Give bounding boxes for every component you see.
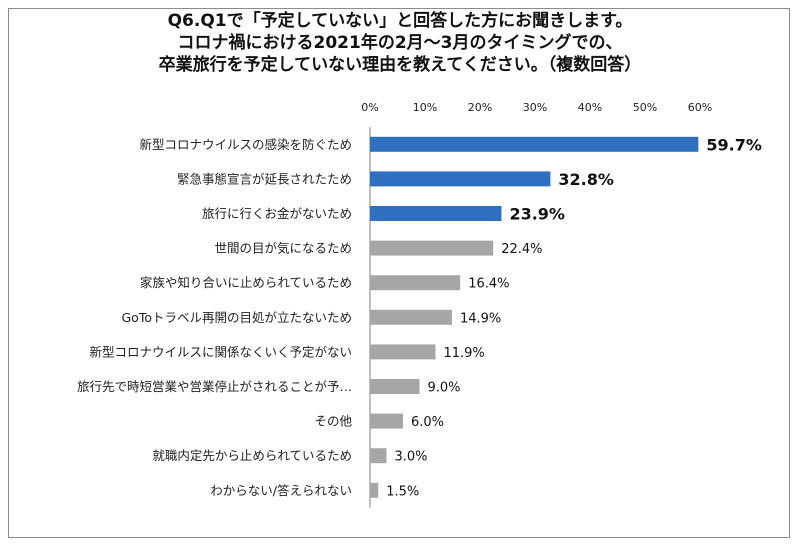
x-tick-label: 10% xyxy=(413,101,437,114)
category-label: その他 xyxy=(314,414,352,429)
chart-title: Q6.Q1で「予定していない」と回答した方にお聞きします。 コロナ禍における20… xyxy=(0,10,800,76)
x-tick-label: 0% xyxy=(361,101,378,114)
data-label: 14.9% xyxy=(460,311,501,326)
data-label: 6.0% xyxy=(411,415,444,430)
data-label: 22.4% xyxy=(501,242,542,257)
title-line-2: コロナ禍における2021年の2月～3月のタイミングでの、 xyxy=(177,33,623,53)
data-label: 1.5% xyxy=(386,484,419,499)
bar xyxy=(370,240,494,256)
category-label: 世間の目が気になるため xyxy=(214,241,352,256)
data-label: 9.0% xyxy=(428,381,461,396)
data-label: 3.0% xyxy=(395,450,428,465)
bar xyxy=(370,275,461,291)
category-label: 旅行に行くお金がないため xyxy=(202,206,352,221)
x-tick-label: 40% xyxy=(578,101,602,114)
x-tick-label: 30% xyxy=(523,101,547,114)
data-label: 59.7% xyxy=(706,135,762,154)
bar xyxy=(370,379,420,394)
bar xyxy=(370,136,699,152)
category-label: 新型コロナウイルスの感染を防ぐため xyxy=(139,137,352,152)
title-line-1: Q6.Q1で「予定していない」と回答した方にお聞きします。 xyxy=(167,11,633,31)
category-label: GoToトラベル再開の目処が立たないため xyxy=(122,310,353,325)
bar xyxy=(370,344,436,360)
bar xyxy=(370,171,551,187)
category-label: わからない/答えられない xyxy=(210,483,352,498)
title-line-3: 卒業旅行を予定していない理由を教えてください。（複数回答） xyxy=(158,55,642,75)
category-label: 新型コロナウイルスに関係なくいく予定がない xyxy=(89,344,352,359)
data-label: 23.9% xyxy=(509,205,565,224)
category-label: 旅行先で時短営業や営業停止がされることが予… xyxy=(77,379,352,394)
data-label: 32.8% xyxy=(558,170,614,189)
category-label: 緊急事態宣言が延長されたため xyxy=(177,171,352,186)
category-label: 家族や知り合いに止められているため xyxy=(140,275,352,290)
bar xyxy=(370,448,387,464)
bar xyxy=(370,413,403,429)
x-tick-label: 20% xyxy=(468,101,492,114)
bar xyxy=(370,482,379,498)
chart-frame xyxy=(8,8,790,538)
category-label: 就職内定先から止められているため xyxy=(152,448,352,463)
data-label: 11.9% xyxy=(443,346,484,361)
bar xyxy=(370,206,502,221)
x-tick-label: 50% xyxy=(633,101,657,114)
x-tick-label: 60% xyxy=(688,101,712,114)
bar xyxy=(370,309,452,325)
data-label: 16.4% xyxy=(468,277,509,292)
